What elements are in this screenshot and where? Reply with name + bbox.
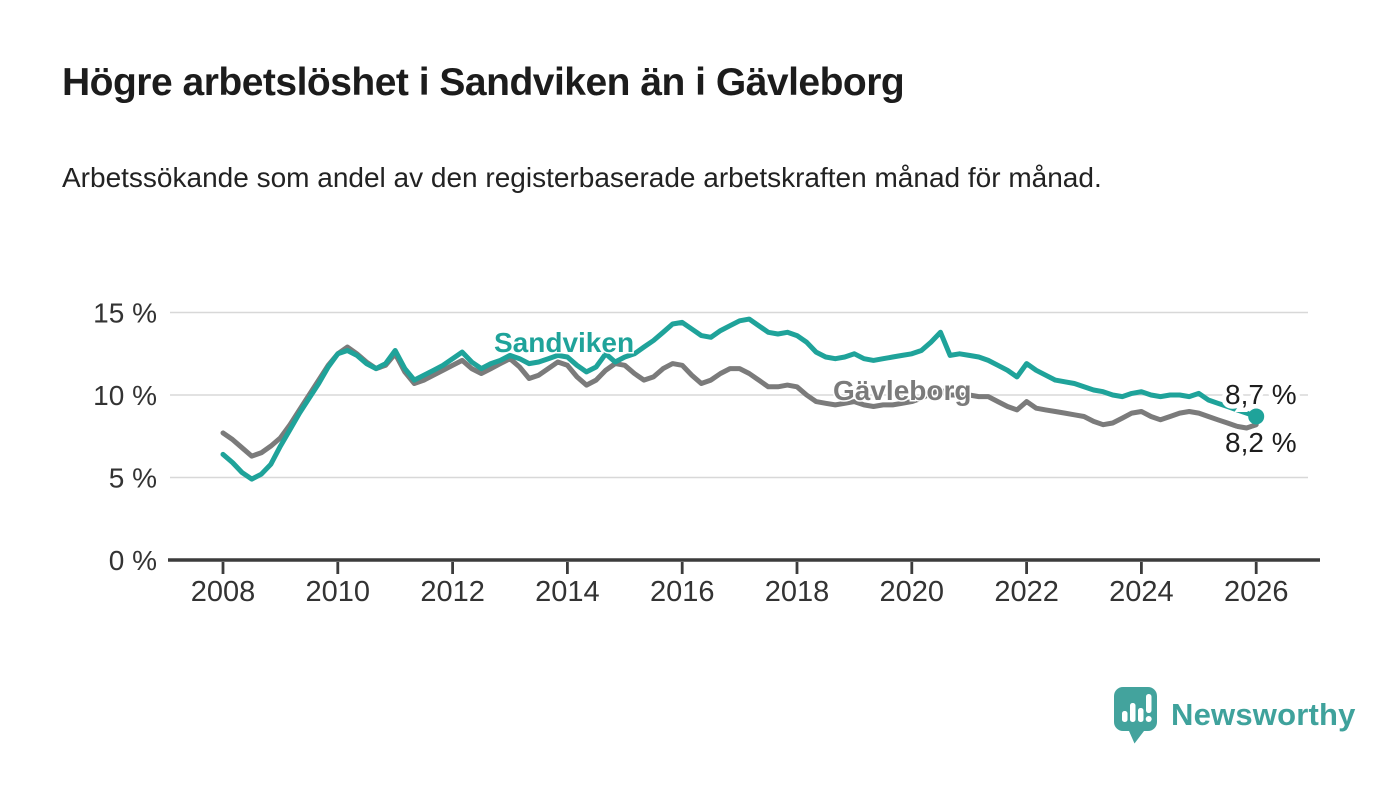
x-tick-label: 2018 [765,576,830,608]
brand-name: Newsworthy [1171,697,1356,732]
logo-bar-1 [1122,711,1128,722]
x-tick-label: 2020 [880,576,945,608]
gridlines [170,311,1308,479]
x-tick-label: 2014 [535,576,600,608]
logo-exclamation-stem [1146,694,1152,713]
x-tick-label: 2016 [650,576,715,608]
y-tick-label: 10 % [93,380,157,411]
x-tick-label: 2012 [420,576,485,608]
newsworthy-logo: Newsworthy [1113,686,1356,744]
chart-subtitle: Arbetssökande som andel av den registerb… [62,162,1102,193]
y-tick-label: 0 % [109,545,157,576]
series-label-sandviken: Sandviken [494,327,634,358]
end-value-label-sandviken: 8,7 % [1225,379,1297,410]
chart-title: Högre arbetslöshet i Sandviken än i Gävl… [62,61,905,104]
logo-bar-3 [1138,708,1144,722]
series-end-dot-sandviken [1248,408,1265,425]
y-tick-labels: 0 % 5 % 10 % 15 % [93,298,157,577]
x-tick-labels: 2008 2010 2012 2014 2016 2018 2020 2022 2024 2026 [191,576,1289,608]
x-tick-label: 2026 [1224,576,1289,608]
x-tick-label: 2008 [191,576,256,608]
x-tick-label: 2010 [306,576,371,608]
end-value-label-gävleborg: 8,2 % [1225,427,1297,458]
logo-exclamation-dot [1145,716,1152,722]
logo-bar-2 [1130,703,1136,722]
series-label-gävleborg: Gävleborg [833,375,971,406]
x-axis-ticks [221,562,1258,574]
y-tick-label: 15 % [93,298,157,329]
y-tick-label: 5 % [109,463,157,494]
series-line-gävleborg [220,344,1259,459]
newsworthy-icon [1114,687,1157,744]
x-tick-label: 2024 [1109,576,1174,608]
series-line-sandviken [220,316,1259,482]
x-tick-label: 2022 [994,576,1059,608]
